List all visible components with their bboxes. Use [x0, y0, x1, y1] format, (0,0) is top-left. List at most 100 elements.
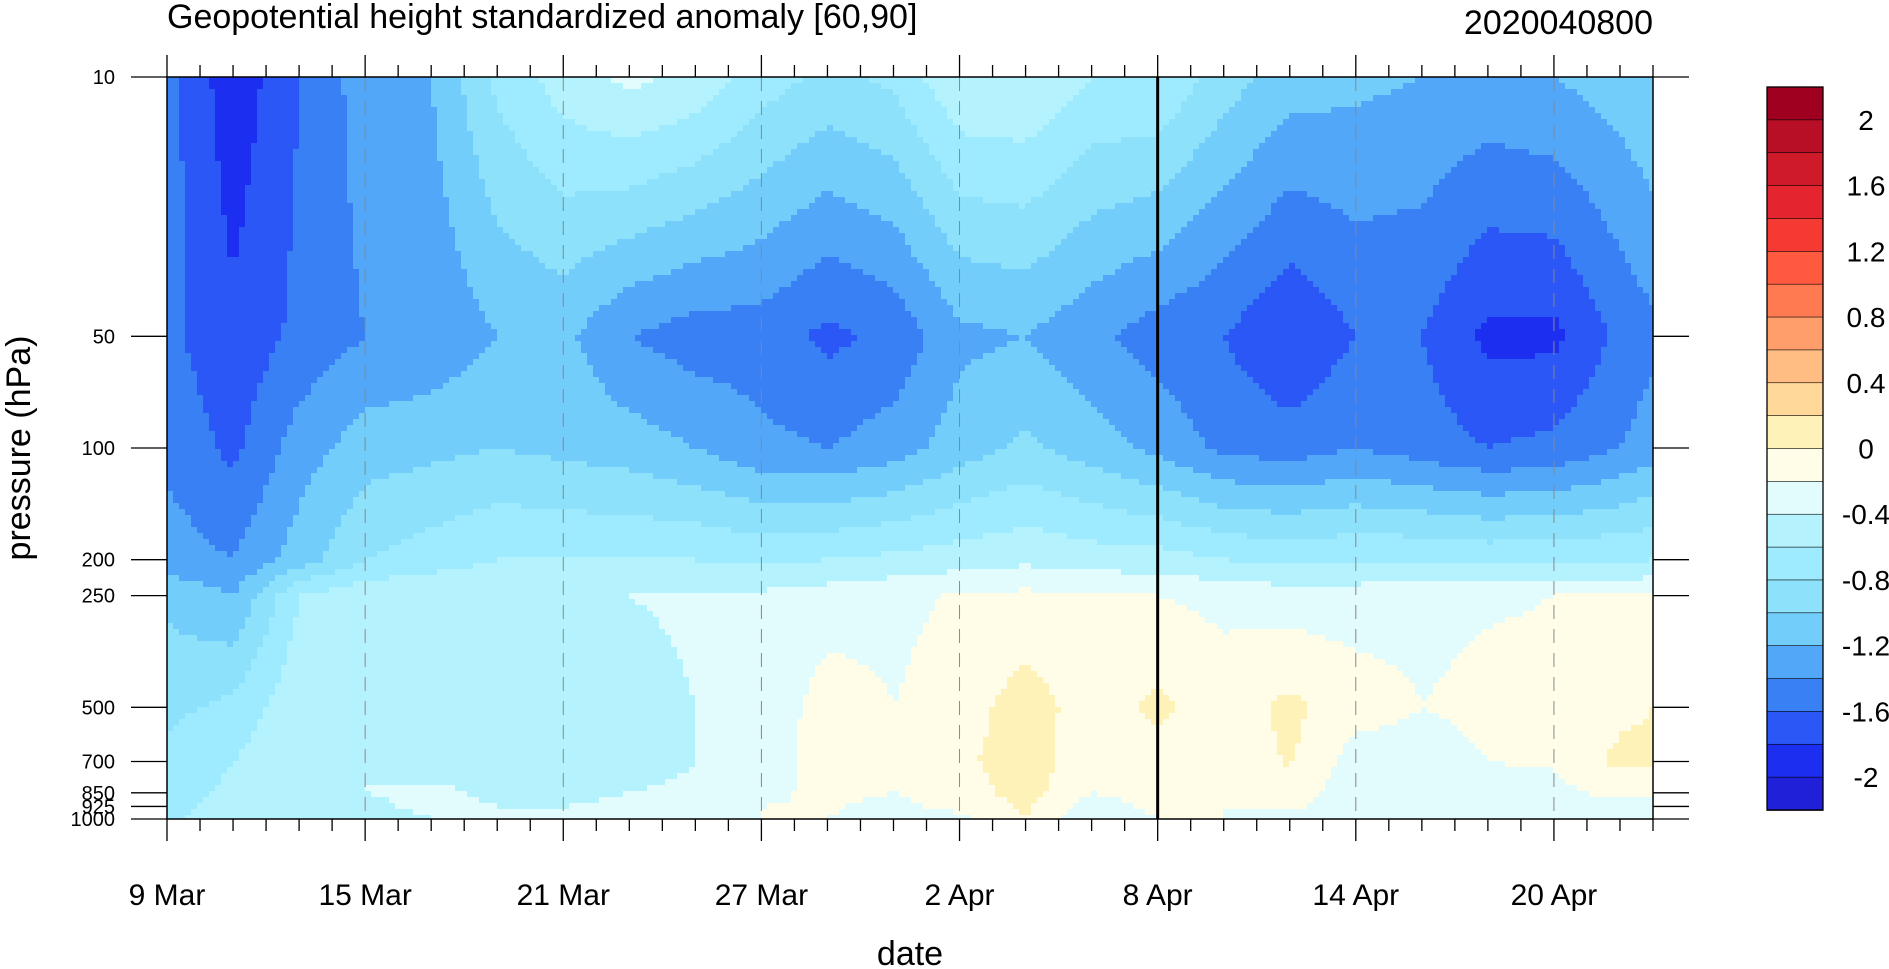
contour-cell	[191, 137, 198, 144]
contour-cell	[305, 671, 312, 678]
contour-cell	[173, 617, 180, 624]
contour-cell	[179, 149, 186, 156]
contour-cell	[389, 749, 396, 756]
contour-cell	[263, 113, 270, 120]
contour-cell	[365, 95, 372, 102]
contour-cell	[365, 341, 372, 348]
contour-cell	[275, 323, 282, 330]
contour-cell	[281, 179, 288, 186]
contour-cell	[167, 455, 174, 462]
contour-cell	[203, 569, 210, 576]
contour-cell	[167, 293, 174, 300]
contour-cell	[371, 407, 378, 414]
contour-cell	[389, 215, 396, 222]
contour-cell	[209, 659, 216, 666]
contour-cell	[203, 689, 210, 696]
contour-cell	[365, 203, 372, 210]
contour-cell	[329, 683, 336, 690]
contour-cell	[347, 743, 354, 750]
contour-cell	[209, 611, 216, 618]
contour-cell	[245, 239, 252, 246]
contour-cell	[245, 113, 252, 120]
contour-cell	[311, 791, 318, 798]
contour-cell	[245, 509, 252, 516]
contour-cell	[215, 293, 222, 300]
contour-cell	[179, 137, 186, 144]
contour-cell	[269, 377, 276, 384]
contour-cell	[329, 437, 336, 444]
contour-cell	[281, 311, 288, 318]
contour-cell	[317, 629, 324, 636]
contour-cell	[407, 125, 414, 132]
contour-cell	[305, 149, 312, 156]
contour-cell	[377, 389, 384, 396]
contour-cell	[275, 119, 282, 126]
contour-cell	[239, 443, 246, 450]
contour-cell	[287, 185, 294, 192]
contour-cell	[179, 233, 186, 240]
contour-cell	[233, 533, 240, 540]
contour-cell	[299, 455, 306, 462]
contour-cell	[317, 557, 324, 564]
contour-cell	[245, 791, 252, 798]
contour-cell	[335, 395, 342, 402]
contour-cell	[227, 707, 234, 714]
contour-cell	[173, 101, 180, 108]
contour-cell	[335, 359, 342, 366]
contour-cell	[263, 701, 270, 708]
contour-cell	[383, 719, 390, 726]
contour-cell	[323, 533, 330, 540]
contour-cell	[353, 203, 360, 210]
contour-cell	[323, 461, 330, 468]
contour-cell	[353, 563, 360, 570]
contour-cell	[359, 329, 366, 336]
contour-cell	[233, 491, 240, 498]
contour-cell	[203, 347, 210, 354]
contour-cell	[383, 125, 390, 132]
contour-cell	[263, 413, 270, 420]
contour-cell	[365, 455, 372, 462]
contour-cell	[251, 563, 258, 570]
contour-cell	[239, 101, 246, 108]
contour-cell	[323, 653, 330, 660]
contour-cell	[173, 365, 180, 372]
contour-cell	[251, 467, 258, 474]
contour-cell	[401, 149, 408, 156]
contour-cell	[353, 797, 360, 804]
contour-cell	[311, 503, 318, 510]
contour-cell	[281, 611, 288, 618]
contour-cell	[215, 317, 222, 324]
contour-cell	[323, 767, 330, 774]
contour-cell	[395, 461, 402, 468]
contour-cell	[377, 767, 384, 774]
contour-cell	[383, 431, 390, 438]
contour-cell	[173, 311, 180, 318]
contour-cell	[389, 305, 396, 312]
contour-cell	[221, 773, 228, 780]
contour-cell	[269, 779, 276, 786]
contour-cell	[323, 239, 330, 246]
contour-cell	[233, 731, 240, 738]
contour-cell	[179, 221, 186, 228]
contour-cell	[251, 317, 258, 324]
contour-cell	[401, 101, 408, 108]
contour-cell	[365, 503, 372, 510]
contour-cell	[353, 569, 360, 576]
contour-cell	[347, 491, 354, 498]
contour-cell	[185, 83, 192, 90]
contour-cell	[257, 497, 264, 504]
contour-cell	[293, 587, 300, 594]
contour-cell	[281, 701, 288, 708]
contour-cell	[215, 815, 222, 819]
contour-cell	[299, 377, 306, 384]
contour-cell	[257, 467, 264, 474]
contour-cell	[329, 323, 336, 330]
contour-cell	[353, 695, 360, 702]
contour-cell	[329, 707, 336, 714]
contour-cell	[251, 587, 258, 594]
contour-cell	[209, 809, 216, 816]
contour-cell	[359, 527, 366, 534]
contour-cell	[191, 785, 198, 792]
contour-cell	[341, 527, 348, 534]
contour-cell	[365, 665, 372, 672]
